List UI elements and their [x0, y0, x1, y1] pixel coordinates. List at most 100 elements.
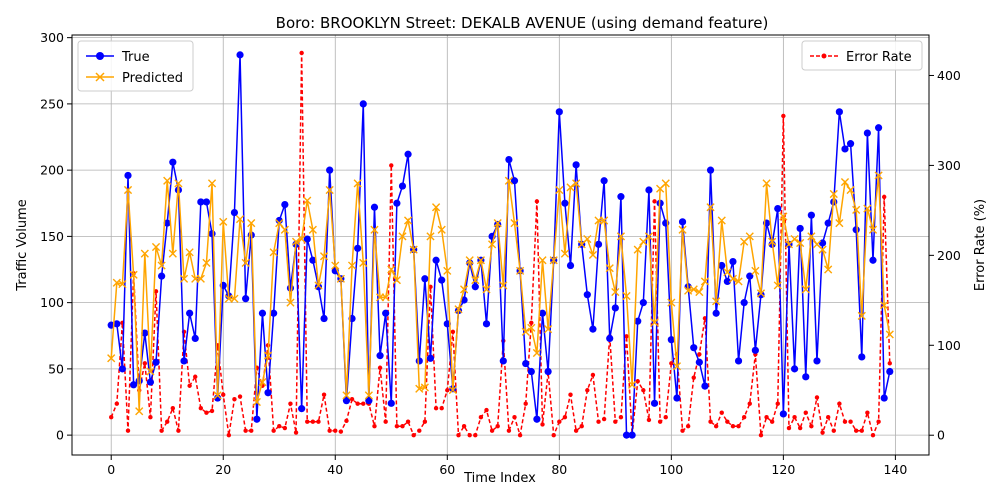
series-layer [107, 50, 894, 439]
data-point-error-rate [198, 406, 204, 411]
data-point-predicted [291, 237, 301, 246]
y-axis-right: 0 100 200 300 400 [929, 68, 961, 443]
data-point-error-rate [349, 397, 355, 402]
data-point-error-rate [814, 395, 820, 400]
data-point-error-rate [159, 428, 164, 433]
data-point-true [561, 199, 569, 207]
data-point-error-rate [529, 320, 534, 325]
data-point-error-rate [781, 113, 786, 119]
data-point-predicted [471, 276, 480, 285]
data-point-predicted [482, 285, 491, 294]
data-point-true [606, 334, 614, 343]
data-point-true [718, 261, 726, 270]
data-point-error-rate [848, 419, 853, 424]
data-point-error-rate [170, 406, 176, 411]
data-point-true [130, 381, 138, 389]
data-point-error-rate [859, 428, 864, 433]
data-point-predicted [868, 225, 878, 234]
data-point-predicted [818, 245, 827, 254]
data-point-error-rate [697, 352, 702, 357]
data-point-error-rate [327, 428, 332, 433]
data-point-predicted [779, 212, 788, 221]
data-point-error-rate [831, 428, 836, 433]
data-point-predicted [824, 265, 833, 274]
data-point-true [880, 394, 888, 402]
data-point-predicted [600, 216, 609, 225]
data-point-predicted [235, 215, 245, 224]
data-point-true [158, 272, 166, 280]
data-point-predicted [527, 323, 536, 332]
data-point-error-rate [142, 361, 148, 366]
data-point-true [835, 108, 843, 116]
data-point-true [438, 276, 446, 284]
data-point-predicted [174, 179, 183, 188]
data-point-predicted [275, 219, 284, 228]
data-point-error-rate [573, 428, 579, 433]
data-point-error-rate [232, 397, 237, 402]
data-point-predicted [364, 391, 373, 400]
data-point-predicted [650, 318, 659, 327]
data-point-predicted [745, 232, 754, 241]
y-tick-label: 100 [40, 295, 64, 310]
data-point-error-rate [299, 50, 304, 56]
data-point-true [118, 365, 127, 373]
data-point-true [152, 358, 160, 366]
data-point-true [191, 334, 199, 343]
data-point-predicted [796, 238, 805, 248]
data-point-predicted [286, 298, 295, 307]
data-point-predicted [219, 217, 228, 226]
data-point-true [264, 389, 272, 397]
data-point-true [538, 309, 547, 317]
data-point-true [426, 354, 435, 362]
data-point-true [874, 124, 883, 132]
data-point-predicted [852, 205, 861, 214]
data-point-predicted [118, 279, 127, 289]
data-point-error-rate [680, 428, 685, 433]
data-point-error-rate [624, 334, 629, 339]
data-point-predicted [706, 203, 715, 212]
data-point-true [527, 367, 535, 376]
data-point-error-rate [669, 361, 674, 366]
data-point-error-rate [461, 424, 467, 429]
data-point-predicted [230, 294, 239, 303]
data-point-true [678, 218, 687, 226]
data-point-true [522, 359, 530, 368]
data-point-predicted [672, 362, 682, 371]
data-point-error-rate [495, 424, 500, 429]
data-point-predicted [454, 305, 463, 314]
data-point-error-rate [730, 424, 736, 429]
data-point-predicted [667, 298, 676, 307]
data-point-true [751, 346, 759, 354]
data-point-error-rate [361, 401, 366, 406]
data-point-error-rate [663, 415, 668, 420]
data-point-predicted [381, 293, 390, 302]
data-point-error-rate [243, 428, 248, 433]
data-point-true [141, 329, 149, 337]
data-point-predicted [661, 179, 670, 188]
data-point-predicted [723, 268, 732, 277]
data-point-predicted [560, 249, 570, 258]
data-point-predicted [588, 250, 598, 260]
y-tick-label: 150 [40, 229, 64, 244]
data-point-error-rate [109, 415, 114, 420]
data-point-predicted [790, 234, 799, 244]
series-line-predicted [110, 175, 891, 412]
data-point-true [387, 399, 395, 407]
data-point-true [645, 186, 653, 194]
data-point-predicted [123, 185, 133, 195]
data-point-true [690, 344, 698, 352]
x-tick-label: 100 [659, 462, 683, 477]
data-point-error-rate [467, 433, 472, 438]
data-point-error-rate [881, 194, 887, 200]
data-point-predicted [163, 176, 172, 185]
data-point-predicted [857, 311, 866, 320]
data-point-error-rate [517, 433, 523, 438]
data-point-true [746, 272, 754, 280]
x-tick-label: 40 [327, 462, 343, 477]
data-point-error-rate [741, 415, 747, 420]
data-point-true [634, 317, 642, 325]
data-point-predicted [885, 330, 894, 339]
data-point-predicted [572, 179, 581, 188]
y2-tick-label: 200 [937, 248, 961, 263]
data-point-predicted [516, 266, 525, 275]
